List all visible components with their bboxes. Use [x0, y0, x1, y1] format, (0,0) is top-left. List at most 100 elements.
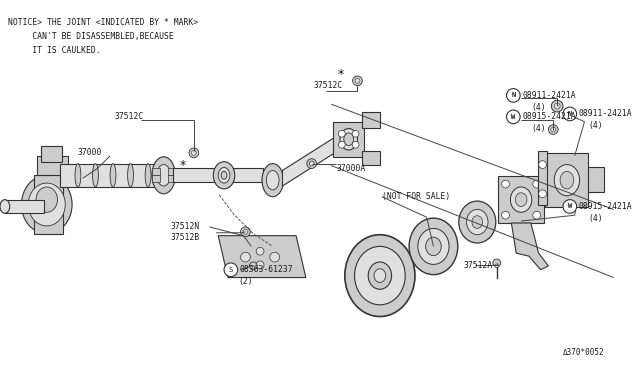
Text: S: S — [228, 267, 233, 273]
Circle shape — [339, 130, 345, 137]
Circle shape — [241, 227, 250, 237]
Text: N: N — [511, 92, 515, 99]
Text: 37512N: 37512N — [170, 222, 200, 231]
Circle shape — [539, 190, 547, 198]
Text: *: * — [338, 68, 344, 81]
Text: (NOT FOR SALE): (NOT FOR SALE) — [382, 192, 450, 201]
Circle shape — [352, 141, 359, 148]
Circle shape — [539, 161, 547, 169]
Bar — [41, 146, 62, 162]
Circle shape — [256, 261, 264, 269]
Ellipse shape — [459, 201, 496, 243]
Circle shape — [506, 89, 520, 102]
Circle shape — [339, 141, 345, 148]
Circle shape — [563, 200, 577, 213]
Bar — [588, 167, 604, 192]
Ellipse shape — [426, 237, 441, 256]
Circle shape — [352, 130, 359, 137]
Circle shape — [189, 148, 198, 158]
Circle shape — [493, 259, 500, 267]
Ellipse shape — [213, 162, 235, 189]
Text: (4): (4) — [532, 103, 547, 112]
Bar — [168, 169, 175, 175]
Ellipse shape — [110, 164, 116, 187]
Ellipse shape — [152, 157, 175, 194]
Polygon shape — [282, 134, 341, 186]
Ellipse shape — [28, 183, 65, 226]
Text: 08911-2421A: 08911-2421A — [579, 109, 632, 118]
Text: CAN'T BE DISASSEMBLED,BECAUSE: CAN'T BE DISASSEMBLED,BECAUSE — [8, 32, 173, 41]
Bar — [362, 151, 380, 164]
Text: 08363-61237: 08363-61237 — [239, 265, 293, 274]
Circle shape — [551, 127, 556, 132]
Circle shape — [243, 230, 248, 234]
Ellipse shape — [467, 209, 488, 235]
Text: 37512B: 37512B — [170, 233, 200, 242]
Circle shape — [554, 103, 560, 109]
Ellipse shape — [145, 164, 151, 187]
Circle shape — [551, 100, 563, 112]
Ellipse shape — [36, 187, 58, 212]
Bar — [498, 176, 545, 223]
Text: 37512A: 37512A — [463, 262, 493, 270]
Circle shape — [502, 211, 509, 219]
Ellipse shape — [75, 164, 81, 187]
Ellipse shape — [374, 269, 386, 282]
Ellipse shape — [344, 133, 353, 145]
Text: 37000: 37000 — [78, 148, 102, 157]
Text: *: * — [180, 159, 186, 172]
Ellipse shape — [262, 164, 284, 197]
Circle shape — [224, 263, 237, 277]
Ellipse shape — [93, 164, 99, 187]
Ellipse shape — [554, 164, 580, 196]
Circle shape — [563, 107, 577, 121]
Circle shape — [270, 252, 280, 262]
Ellipse shape — [409, 218, 458, 275]
Circle shape — [506, 110, 520, 124]
Bar — [168, 175, 175, 182]
Ellipse shape — [127, 164, 134, 187]
Text: N: N — [568, 111, 572, 117]
Circle shape — [250, 262, 257, 270]
Ellipse shape — [157, 164, 170, 186]
Ellipse shape — [21, 175, 72, 234]
Text: 37512C: 37512C — [314, 81, 343, 90]
Circle shape — [256, 247, 264, 255]
Text: 08915-2421A: 08915-2421A — [579, 202, 632, 211]
Ellipse shape — [221, 171, 227, 179]
Circle shape — [548, 125, 558, 134]
Circle shape — [307, 159, 317, 169]
Bar — [173, 169, 263, 182]
Text: (2): (2) — [238, 277, 253, 286]
Text: (4): (4) — [588, 214, 603, 223]
Text: IT IS CAULKED.: IT IS CAULKED. — [8, 46, 100, 55]
Ellipse shape — [418, 228, 449, 264]
Ellipse shape — [511, 187, 532, 212]
Text: W: W — [511, 114, 515, 120]
Text: NOTICE> THE JOINT <INDICATED BY * MARK>: NOTICE> THE JOINT <INDICATED BY * MARK> — [8, 19, 198, 28]
Text: 08915-2421A: 08915-2421A — [522, 112, 576, 121]
Ellipse shape — [0, 200, 10, 213]
Ellipse shape — [472, 216, 483, 228]
Text: (4): (4) — [588, 121, 603, 130]
Ellipse shape — [218, 167, 230, 183]
Circle shape — [355, 78, 360, 83]
Text: 37000A: 37000A — [336, 164, 365, 173]
Bar — [152, 169, 160, 175]
Bar — [60, 164, 164, 187]
Circle shape — [533, 211, 541, 219]
Ellipse shape — [560, 171, 573, 189]
Bar — [152, 175, 160, 182]
Ellipse shape — [355, 246, 405, 305]
Bar — [362, 112, 380, 128]
Text: 37512C: 37512C — [115, 112, 144, 121]
Bar — [333, 122, 364, 157]
Bar — [545, 153, 588, 208]
Text: W: W — [568, 203, 572, 209]
Circle shape — [191, 150, 196, 155]
Ellipse shape — [515, 193, 527, 206]
Ellipse shape — [266, 170, 279, 190]
Circle shape — [533, 180, 541, 188]
Circle shape — [495, 264, 499, 268]
Ellipse shape — [340, 129, 358, 150]
